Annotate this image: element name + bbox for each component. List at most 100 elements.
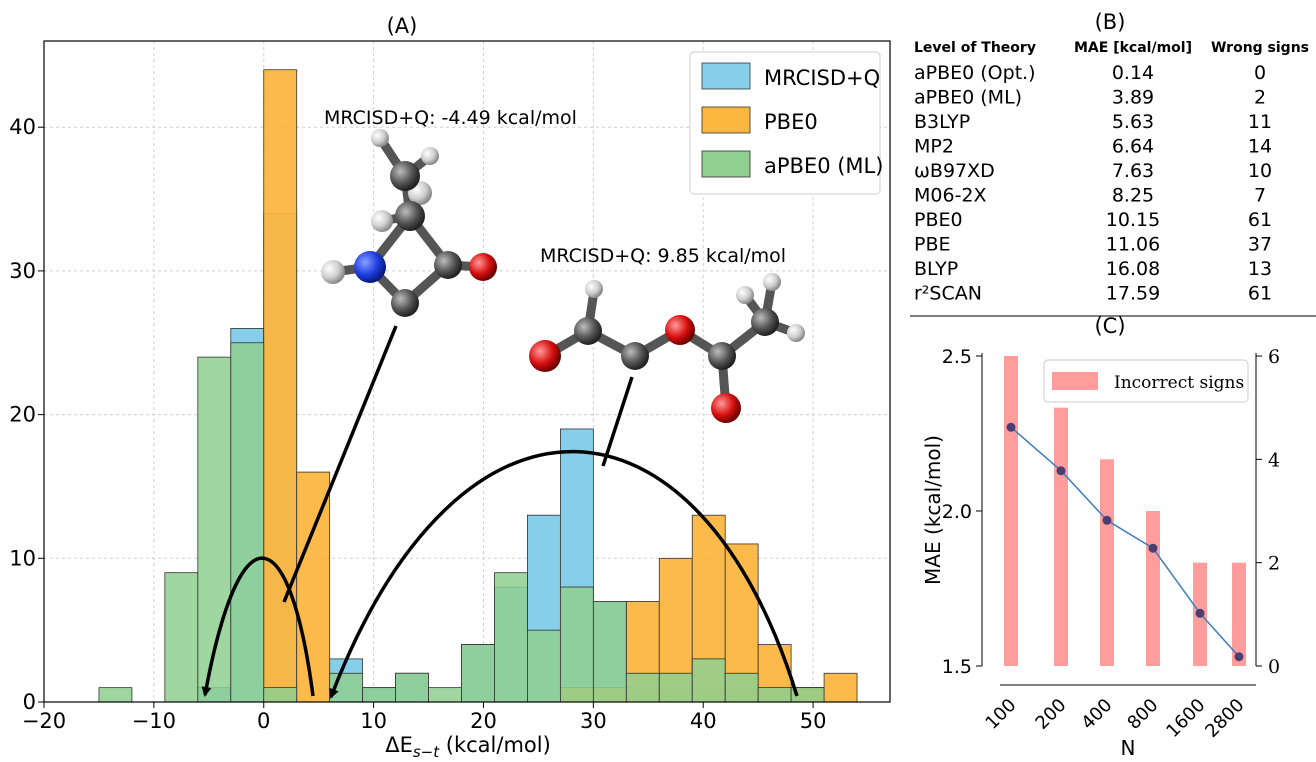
panel-c-legend-swatch (1052, 372, 1098, 390)
xlabel-subscript: s−t (413, 743, 440, 761)
table-cell-method: PBE (914, 234, 951, 256)
table-cell-method: M06-2X (914, 185, 987, 207)
table-cell-mae: 7.63 (1112, 160, 1154, 182)
panel-a-legend: MRCISD+Q PBE0 aPBE0 (ML) (689, 51, 883, 195)
tick-label-x: 1600 (1162, 695, 1209, 742)
table-cell-mae: 0.14 (1112, 62, 1154, 84)
table-cell-mae: 11.06 (1106, 234, 1160, 256)
bar-apbe0 (559, 586, 594, 702)
table-cell-method: r²SCAN (914, 283, 982, 305)
mae-point (1195, 608, 1205, 618)
panel-c-legend-label: Incorrect signs (1114, 373, 1244, 393)
table-cell-method: PBE0 (914, 209, 963, 231)
tick-label-x: 0 (257, 709, 270, 733)
tick-label-y: 30 (9, 259, 36, 283)
arrow-curve-1 (201, 556, 315, 697)
legend-label-mrcisd: MRCISD+Q (764, 66, 880, 90)
panel-c-line (1006, 422, 1244, 662)
table-cell-wrong-signs: 61 (1248, 283, 1272, 305)
bar-apbe0 (658, 672, 693, 702)
mae-point (1006, 422, 1016, 432)
xlabel-main: ΔE (385, 733, 413, 757)
table-cell-mae: 17.59 (1106, 283, 1160, 305)
table-cell-method: ωB97XD (914, 160, 995, 182)
tick-label-x: 800 (1123, 695, 1162, 734)
tick-label-x: −10 (132, 709, 176, 733)
bar-apbe0 (724, 672, 759, 702)
tick-label-x: 40 (690, 709, 717, 733)
table-cell-method: B3LYP (914, 111, 970, 133)
tick-label-left: 2.5 (942, 346, 972, 368)
panel-label-b: (B) (1095, 10, 1126, 34)
table-cell-mae: 10.15 (1106, 209, 1160, 231)
bar-apbe0 (625, 672, 660, 702)
arrow-curve-2 (329, 449, 799, 699)
tick-label-x: 200 (1031, 695, 1070, 734)
table-cell-mae: 3.89 (1112, 87, 1154, 109)
tick-label-x: 50 (800, 709, 827, 733)
mae-line (1010, 426, 1240, 658)
bar-apbe0 (362, 687, 396, 702)
theory-table: Level of Theory MAE [kcal/mol] Wrong signs… (914, 40, 1309, 305)
table-cell-mae: 6.64 (1112, 136, 1154, 158)
tick-label-right: 4 (1268, 449, 1280, 471)
bar-apbe0 (527, 629, 561, 702)
bar-pbe0 (823, 672, 858, 702)
mae-point (1056, 466, 1066, 476)
panel-label-c: (C) (1094, 314, 1125, 338)
panel-c-legend-box (1043, 359, 1249, 403)
panel-c-legend: Incorrect signs (1043, 359, 1249, 403)
annotation-molecule-1: MRCISD+Q: -4.49 kcal/mol (324, 107, 577, 129)
bar-apbe0 (230, 342, 265, 702)
table-header: MAE [kcal/mol] (1074, 40, 1192, 56)
bar-apbe0 (757, 687, 792, 702)
bar-apbe0 (395, 672, 429, 702)
tick-label-y: 40 (9, 115, 36, 139)
table-cell-method: MP2 (914, 136, 954, 158)
bar-incorrect-signs (1054, 407, 1068, 666)
legend-swatch-pbe0 (701, 106, 751, 134)
tick-label-y: 10 (9, 546, 36, 570)
tick-label-right: 6 (1268, 346, 1280, 368)
table-cell-method: aPBE0 (Opt.) (914, 62, 1036, 84)
tick-label-x: 10 (360, 709, 387, 733)
legend-label-pbe0: PBE0 (764, 110, 818, 134)
legend-label-apbe0: aPBE0 (ML) (764, 154, 883, 178)
tick-label-x: 30 (580, 709, 607, 733)
bar-apbe0 (691, 658, 726, 702)
bar-apbe0 (428, 687, 462, 702)
tick-label-right: 0 (1268, 656, 1280, 678)
tick-label-y: 0 (23, 690, 36, 714)
panel-a-frame (43, 40, 891, 703)
table-cell-wrong-signs: 13 (1248, 258, 1272, 280)
xlabel-unit: (kcal/mol) (439, 733, 551, 757)
table-cell-method: aPBE0 (ML) (914, 87, 1022, 109)
table-cell-wrong-signs: 14 (1248, 136, 1272, 158)
mae-point (1102, 515, 1112, 525)
table-cell-wrong-signs: 11 (1248, 111, 1272, 133)
bar-apbe0 (494, 572, 528, 702)
legend-swatch-mrcisd (701, 62, 751, 90)
bar-apbe0 (263, 687, 298, 702)
bar-incorrect-signs (1004, 356, 1018, 666)
tick-label-x: 2800 (1201, 695, 1248, 742)
table-header: Wrong signs (1211, 40, 1309, 56)
panel-label-a: (A) (387, 14, 418, 38)
annotation-molecule-2: MRCISD+Q: 9.85 kcal/mol (540, 245, 786, 267)
molecule-1-image (321, 129, 497, 317)
bar-pbe0 (263, 69, 298, 702)
panel-a-xlabel: ΔEs−t (kcal/mol) (385, 733, 551, 761)
bar-incorrect-signs (1100, 459, 1114, 666)
table-cell-wrong-signs: 61 (1248, 209, 1272, 231)
panel-c-xlabel: N (1121, 736, 1136, 760)
arrow-line-1 (282, 325, 398, 603)
tick-label-left: 1.5 (942, 656, 972, 678)
bar-incorrect-signs (1146, 511, 1160, 666)
arrow-line-2 (601, 376, 634, 467)
table-header: Level of Theory (914, 40, 1036, 56)
bar-pbe0 (296, 471, 331, 702)
table-cell-wrong-signs: 10 (1248, 160, 1272, 182)
tick-label-x: 400 (1077, 695, 1116, 734)
molecule-2-image (529, 273, 805, 423)
